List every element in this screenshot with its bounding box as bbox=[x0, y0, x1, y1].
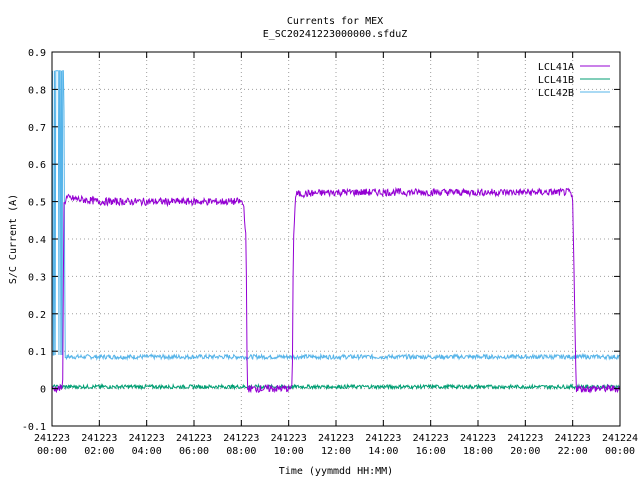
x-tick-label-time: 14:00 bbox=[368, 446, 398, 457]
x-tick-label-date: 241223 bbox=[318, 433, 354, 444]
series-line-lcl41a bbox=[51, 186, 621, 394]
x-tick-label-time: 00:00 bbox=[37, 446, 67, 457]
legend-label-lcl41a: LCL41A bbox=[538, 62, 574, 73]
legend: LCL41A LCL41B LCL42B bbox=[538, 62, 610, 99]
y-axis-label: S/C Current (A) bbox=[8, 194, 19, 284]
x-tick-label-date: 241223 bbox=[460, 433, 496, 444]
x-tick-label-date: 241223 bbox=[507, 433, 543, 444]
series-line-lcl42b bbox=[51, 70, 621, 361]
legend-label-lcl42b: LCL42B bbox=[538, 88, 574, 99]
y-tick-label: 0.5 bbox=[28, 198, 46, 209]
y-tick-label: 0.1 bbox=[28, 347, 46, 358]
x-tick-label-time: 04:00 bbox=[132, 446, 162, 457]
x-tick-label-time: 12:00 bbox=[321, 446, 351, 457]
x-tick-label-time: 08:00 bbox=[226, 446, 256, 457]
y-tick-label: 0.3 bbox=[28, 272, 46, 283]
x-tick-label-time: 16:00 bbox=[416, 446, 446, 457]
y-ticks: -0.1 0 0.1 0.2 0.3 0.4 0.5 0.6 0.7 0.8 0.9 bbox=[22, 48, 620, 433]
series-layer bbox=[51, 70, 621, 394]
x-tick-label-time: 18:00 bbox=[463, 446, 493, 457]
x-tick-label-time: 00:00 bbox=[605, 446, 635, 457]
y-tick-label: 0.6 bbox=[28, 160, 46, 171]
x-ticks: 241223 00:00 241223 02:00 241223 04:00 241223 0… bbox=[34, 52, 638, 457]
y-tick-label: -0.1 bbox=[22, 422, 46, 433]
x-tick-label-date: 241223 bbox=[223, 433, 259, 444]
chart-title: Currents for MEX bbox=[287, 16, 383, 27]
x-tick-label-date: 241223 bbox=[365, 433, 401, 444]
x-tick-label-time: 20:00 bbox=[510, 446, 540, 457]
x-tick-label-date: 241223 bbox=[271, 433, 307, 444]
x-tick-label-date: 241223 bbox=[34, 433, 70, 444]
x-tick-label-date: 241224 bbox=[602, 433, 638, 444]
grid bbox=[52, 52, 620, 426]
y-tick-label: 0 bbox=[40, 385, 46, 396]
x-tick-label-date: 241223 bbox=[176, 433, 212, 444]
y-tick-label: 0.4 bbox=[28, 235, 46, 246]
x-tick-label-date: 241223 bbox=[129, 433, 165, 444]
y-tick-label: 0.2 bbox=[28, 310, 46, 321]
x-tick-label-time: 06:00 bbox=[179, 446, 209, 457]
y-tick-label: 0.8 bbox=[28, 85, 46, 96]
series-line-lcl41b bbox=[51, 382, 621, 391]
y-tick-label: 0.7 bbox=[28, 123, 46, 134]
x-tick-label-time: 22:00 bbox=[558, 446, 588, 457]
x-tick-label-date: 241223 bbox=[81, 433, 117, 444]
x-tick-label-date: 241223 bbox=[413, 433, 449, 444]
x-tick-label-time: 02:00 bbox=[84, 446, 114, 457]
chart-subtitle: E_SC20241223000000.sfduZ bbox=[263, 29, 408, 40]
x-tick-label-date: 241223 bbox=[555, 433, 591, 444]
x-tick-label-time: 10:00 bbox=[274, 446, 304, 457]
x-axis-label: Time (yymmdd HH:MM) bbox=[279, 466, 393, 477]
y-tick-label: 0.9 bbox=[28, 48, 46, 59]
legend-label-lcl41b: LCL41B bbox=[538, 75, 574, 86]
